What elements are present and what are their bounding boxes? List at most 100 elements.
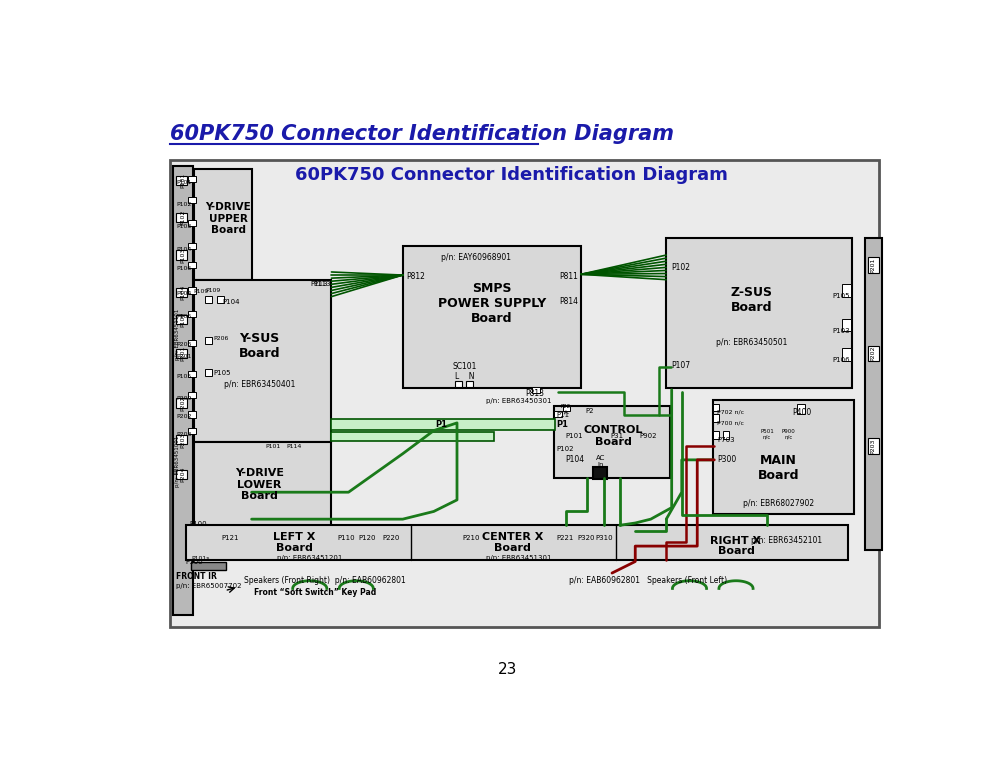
Bar <box>191 562 226 570</box>
Bar <box>553 406 670 478</box>
Text: p/n: EBR63450401: p/n: EBR63450401 <box>224 380 295 389</box>
Text: P2: P2 <box>585 409 593 415</box>
Text: 60PK750 Connector Identification Diagram: 60PK750 Connector Identification Diagram <box>295 166 728 184</box>
Text: P31: P31 <box>611 433 624 439</box>
Bar <box>172 166 193 615</box>
Text: P121: P121 <box>221 536 239 542</box>
Bar <box>553 411 561 417</box>
Text: P106: P106 <box>176 314 192 319</box>
Bar <box>175 349 186 358</box>
Text: P102: P102 <box>180 210 185 225</box>
Text: P103: P103 <box>833 327 850 334</box>
Text: P102: P102 <box>671 263 690 272</box>
Bar <box>175 470 186 479</box>
Bar <box>175 288 186 298</box>
Text: P814: P814 <box>559 297 578 306</box>
Text: P101s: P101s <box>191 555 210 561</box>
Bar <box>797 405 805 414</box>
Text: P109: P109 <box>205 288 221 293</box>
Bar <box>868 346 878 361</box>
Text: P104: P104 <box>176 291 192 296</box>
Bar <box>713 415 719 422</box>
Text: P702 n/c: P702 n/c <box>718 409 744 415</box>
Text: P900
n/c: P900 n/c <box>782 429 796 440</box>
Text: Board: Board <box>718 545 754 555</box>
Text: P105: P105 <box>833 293 850 299</box>
Text: p/n: EBR63451101: p/n: EBR63451101 <box>175 309 180 360</box>
Bar <box>332 432 494 441</box>
Text: P104: P104 <box>176 247 192 252</box>
Bar <box>193 169 251 281</box>
Text: LEFT X: LEFT X <box>273 532 316 542</box>
Text: P100: P100 <box>189 521 207 527</box>
Text: P103: P103 <box>180 247 185 262</box>
Text: P202: P202 <box>180 396 185 411</box>
Text: Y-DRIVE
LOWER
Board: Y-DRIVE LOWER Board <box>235 468 284 501</box>
Text: p/n: EAY60968901: p/n: EAY60968901 <box>442 253 512 262</box>
Text: P113: P113 <box>314 282 332 288</box>
Bar <box>332 419 554 430</box>
Text: p/n: EBR63450501: p/n: EBR63450501 <box>716 337 787 347</box>
Bar <box>175 315 186 324</box>
Text: p/n: EAB60962801   Speakers (Front Left): p/n: EAB60962801 Speakers (Front Left) <box>569 576 728 585</box>
Text: Y-DRIVE
UPPER
Board: Y-DRIVE UPPER Board <box>206 202 251 236</box>
Text: P109: P109 <box>194 288 209 294</box>
Text: P101: P101 <box>176 181 192 185</box>
Bar <box>713 431 719 439</box>
Text: P113: P113 <box>310 282 328 288</box>
Bar <box>533 387 540 393</box>
Bar <box>188 371 196 377</box>
Bar <box>465 380 472 388</box>
Bar <box>193 280 332 442</box>
Text: L    N: L N <box>455 373 474 381</box>
Text: P812: P812 <box>406 272 425 281</box>
Text: FRONT IR: FRONT IR <box>176 572 218 581</box>
Text: P104: P104 <box>222 299 240 305</box>
Text: P104: P104 <box>565 455 585 464</box>
Bar <box>188 340 196 346</box>
Text: P206: P206 <box>214 336 229 340</box>
Text: CONTROL
Board: CONTROL Board <box>584 425 644 447</box>
Text: P202: P202 <box>176 414 192 419</box>
Text: P203: P203 <box>176 432 192 437</box>
Text: P1: P1 <box>436 420 447 429</box>
Text: AC
In: AC In <box>596 455 605 468</box>
Bar <box>563 406 570 412</box>
Bar <box>188 311 196 317</box>
Text: p/n: EBR68027902: p/n: EBR68027902 <box>743 500 814 508</box>
Bar <box>188 392 196 399</box>
Text: P101: P101 <box>565 433 583 439</box>
Text: p/n: EBR63450301: p/n: EBR63450301 <box>486 399 551 405</box>
Text: P106: P106 <box>180 312 185 327</box>
Text: P902: P902 <box>640 433 656 439</box>
Text: Z-SUS
Board: Z-SUS Board <box>731 285 772 314</box>
Bar <box>713 404 719 412</box>
Bar <box>593 467 607 479</box>
Text: P811: P811 <box>559 272 578 281</box>
Bar <box>188 288 196 294</box>
Text: P110: P110 <box>338 536 355 542</box>
Text: Speakers (Front Right)  p/n: EAB60962801: Speakers (Front Right) p/n: EAB60962801 <box>244 576 406 585</box>
Bar <box>193 442 332 527</box>
Bar <box>188 197 196 203</box>
Text: P813: P813 <box>525 389 544 398</box>
Text: P400: P400 <box>792 408 812 417</box>
Text: P101: P101 <box>265 444 281 450</box>
Text: RIGHT X: RIGHT X <box>711 536 761 545</box>
Text: P105: P105 <box>214 369 231 376</box>
Text: P106: P106 <box>833 356 850 363</box>
Text: SC101: SC101 <box>452 362 477 371</box>
Text: SMPS
POWER SUPPLY
Board: SMPS POWER SUPPLY Board <box>438 282 546 325</box>
Text: MAIN
Board: MAIN Board <box>758 454 799 481</box>
Bar <box>842 285 851 297</box>
Bar <box>188 412 196 418</box>
Text: P102: P102 <box>176 202 192 207</box>
Bar <box>188 176 196 182</box>
Text: Front “Soft Switch” Key Pad: Front “Soft Switch” Key Pad <box>254 588 376 597</box>
Bar <box>175 213 186 222</box>
Bar <box>188 220 196 226</box>
Text: Board: Board <box>276 542 313 552</box>
Bar <box>170 160 879 627</box>
Bar <box>865 238 882 550</box>
Text: P120: P120 <box>358 536 376 542</box>
